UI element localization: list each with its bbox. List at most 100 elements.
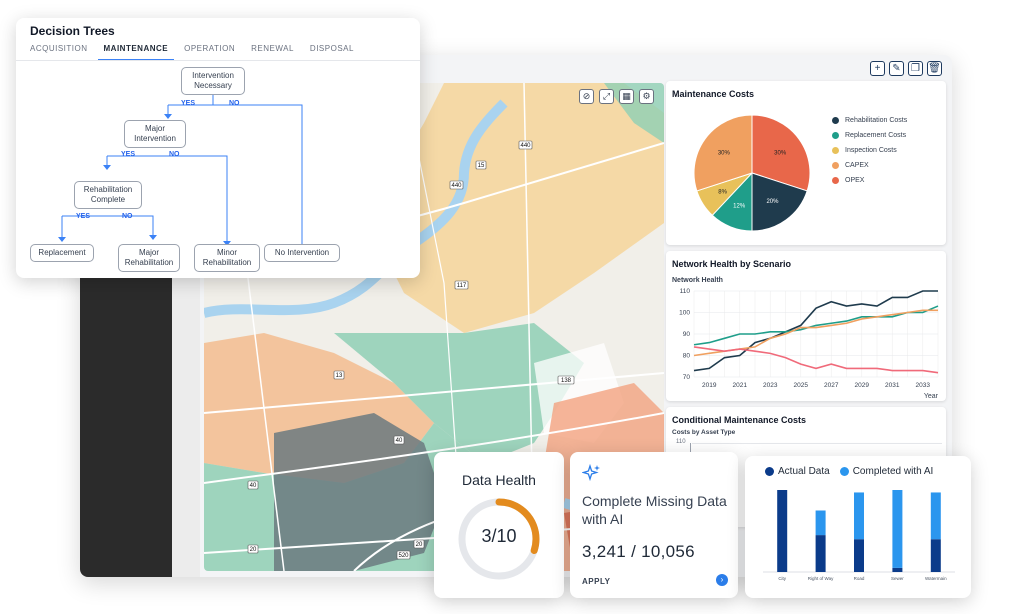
x-tick-label: Sewer — [891, 576, 904, 581]
node-major-rehabilitation[interactable]: Major Rehabilitation — [118, 244, 180, 272]
tab-renewal[interactable]: RENEWAL — [251, 44, 294, 53]
road-shield — [449, 180, 464, 190]
road-shield — [333, 370, 345, 380]
settings-icon[interactable]: ⚙ — [639, 89, 654, 104]
legend-swatch — [832, 162, 839, 169]
gauge-fill — [458, 498, 540, 580]
road-label: 138 — [561, 378, 572, 384]
data-health-title: Data Health — [462, 472, 536, 488]
tab-operation[interactable]: OPERATION — [184, 44, 236, 53]
data-health-card: Data Health 3/10 — [434, 452, 564, 598]
bar-segment[interactable] — [815, 535, 826, 572]
yes-label: YES — [76, 213, 91, 220]
pie-slice[interactable] — [751, 114, 811, 192]
edit-icon[interactable]: ✎ — [889, 61, 904, 76]
bar-segment[interactable] — [892, 490, 903, 568]
delete-icon[interactable]: 🗑 — [927, 61, 942, 76]
tab-acquisition[interactable]: ACQUISITION — [30, 44, 88, 53]
yes-label: YES — [181, 100, 196, 107]
pie-slice-label: 30% — [774, 151, 787, 157]
map-view[interactable]: 440 440 15 117 13 40 40 138 520 520 — [204, 83, 664, 571]
x-tick-label: 2021 — [733, 382, 748, 389]
road-shield — [557, 375, 575, 385]
compass-icon[interactable]: ⊘ — [579, 89, 594, 104]
pie-slice[interactable] — [693, 114, 753, 192]
gridline — [692, 443, 942, 444]
legend-actual-label: Actual Data — [778, 466, 830, 477]
pie-slice-label: 20% — [766, 199, 779, 205]
data-completion-bar-card: Actual Data Completed with AI City Right … — [745, 456, 971, 598]
legend-ai-label: Completed with AI — [852, 466, 934, 477]
y-tick-label: 80 — [683, 353, 691, 360]
copy-icon[interactable]: ❐ — [908, 61, 923, 76]
tab-disposal[interactable]: DISPOSAL — [309, 44, 354, 53]
legend-ai: Completed with AI — [839, 466, 934, 477]
bar-segment[interactable] — [854, 492, 864, 540]
legend-label: CAPEX — [845, 162, 869, 169]
node-replacement[interactable]: Replacement — [30, 244, 94, 262]
pie-slice-label: 30% — [718, 151, 731, 157]
road-label: 520 — [398, 553, 409, 559]
bar-segment[interactable] — [930, 539, 941, 572]
series-line-0[interactable] — [693, 290, 938, 372]
x-tick-label: Right of Way — [808, 576, 834, 581]
node-minor-rehabilitation[interactable]: Minor Rehabilitation — [194, 244, 260, 272]
x-tick-label: 2033 — [916, 382, 931, 389]
data-health-gauge — [458, 498, 540, 580]
road-label: 117 — [457, 283, 467, 289]
x-tick-label: 2019 — [702, 382, 717, 389]
x-tick-label: 2029 — [855, 382, 870, 389]
ai-completion-card: Complete Missing Data with AI 3,241 / 10… — [570, 452, 738, 598]
yes-label: YES — [121, 151, 136, 158]
pie-slice[interactable] — [751, 172, 808, 232]
y-tick-label: 110 — [676, 439, 686, 445]
legend-swatch — [839, 467, 849, 476]
pie-legend-item: Inspection Costs — [832, 147, 907, 154]
y-tick-label: 100 — [679, 310, 690, 317]
chevron-right-icon[interactable]: › — [716, 574, 728, 586]
network-health-panel: Network Health by Scenario Network Healt… — [666, 251, 946, 401]
bar-segment[interactable] — [777, 490, 788, 572]
road-shield — [247, 544, 259, 554]
road-shield — [413, 539, 425, 549]
x-tick-label: 2025 — [794, 382, 809, 389]
road-label: 40 — [396, 438, 403, 444]
bar-segment[interactable] — [815, 510, 826, 536]
legend-swatch — [832, 117, 839, 124]
legend-label: Inspection Costs — [845, 147, 897, 154]
road-label: 40 — [250, 483, 257, 489]
pie-legend: Rehabilitation Costs Replacement Costs Ins… — [832, 117, 907, 192]
x-tick-label: 2031 — [885, 382, 900, 389]
fullscreen-icon[interactable]: ⤢ — [599, 89, 614, 104]
node-rehabilitation-complete[interactable]: Rehabilitation Complete — [74, 181, 142, 209]
bar-segment[interactable] — [892, 567, 903, 572]
legend-swatch — [832, 177, 839, 184]
pie-legend-item: Replacement Costs — [832, 132, 907, 139]
pie-slice-label: 12% — [733, 203, 746, 209]
grid-icon[interactable]: ▦ — [619, 89, 634, 104]
data-health-value: 3/10 — [481, 526, 517, 546]
node-no-intervention[interactable]: No Intervention — [264, 244, 340, 262]
add-icon[interactable]: + — [870, 61, 885, 76]
series-line-1[interactable] — [693, 305, 939, 346]
series-line-3[interactable] — [693, 346, 939, 374]
road-label: 440 — [520, 143, 531, 149]
node-intervention-necessary[interactable]: Intervention Necessary — [181, 67, 245, 95]
bar-segment[interactable] — [930, 492, 941, 540]
y-tick-label: 70 — [683, 374, 691, 381]
road-label: 440 — [451, 183, 462, 189]
node-major-intervention[interactable]: Major Intervention — [124, 120, 186, 148]
x-axis-label: Year — [924, 393, 939, 400]
y-tick-label: 110 — [680, 288, 691, 295]
road-shield — [396, 550, 411, 560]
road-shield — [518, 140, 533, 150]
road-label: 15 — [478, 163, 485, 169]
network-health-line-chart: 70 80 90 100 110 2019 2021 2023 2025 2027 2029 2031… — [679, 288, 939, 400]
tab-divider — [16, 60, 420, 61]
bar-segment[interactable] — [854, 539, 864, 572]
legend-swatch — [832, 147, 839, 154]
conditional-costs-subtitle: Costs by Asset Type — [672, 429, 736, 436]
pie-legend-item: OPEX — [832, 177, 907, 184]
maintenance-costs-title: Maintenance Costs — [672, 89, 755, 99]
apply-link[interactable]: APPLY — [582, 577, 611, 586]
